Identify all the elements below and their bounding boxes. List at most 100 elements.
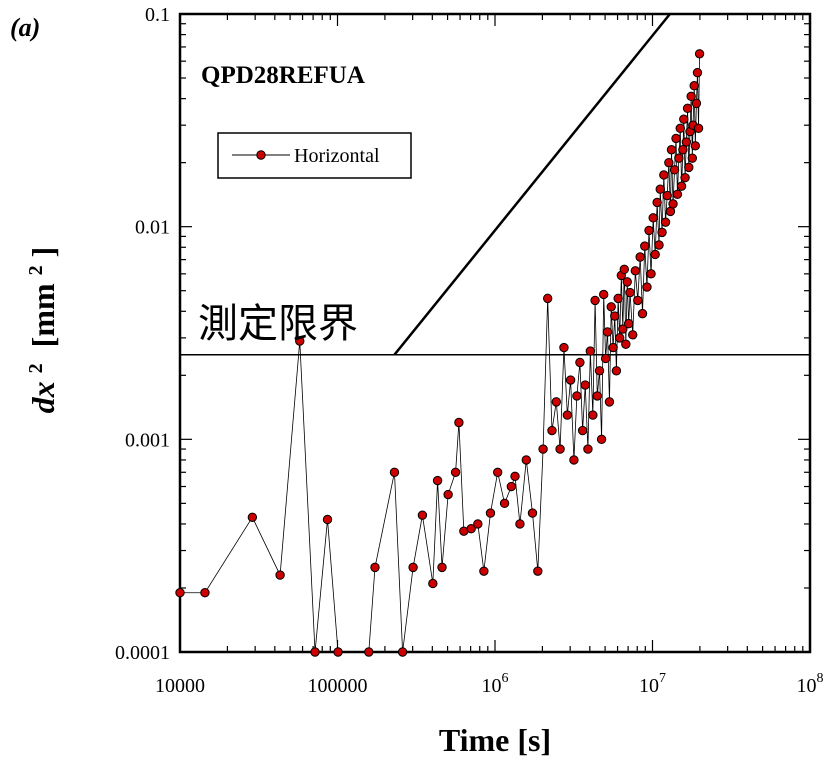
data-point	[679, 114, 689, 124]
data-point	[428, 578, 438, 589]
data-point	[510, 471, 520, 482]
data-point	[450, 467, 461, 477]
x-tick-label-exp: 6	[502, 671, 509, 686]
data-point	[492, 467, 503, 477]
data-point	[690, 141, 701, 151]
data-point	[600, 353, 611, 364]
data-point	[555, 444, 565, 454]
data-point	[580, 380, 590, 390]
annotation-group	[180, 13, 810, 356]
data-point	[672, 189, 683, 199]
data-point	[622, 277, 632, 287]
legend: Horizontal	[217, 132, 412, 179]
data-point	[596, 434, 607, 445]
x-tick-label-base: 10	[797, 675, 817, 697]
data-point	[637, 308, 648, 319]
y-axis-label-unit-close: ]	[25, 247, 61, 258]
data-point	[295, 336, 305, 346]
data-point	[654, 240, 664, 250]
data-point	[689, 81, 699, 91]
y-tick-label: 0.01	[135, 217, 170, 239]
legend-label: Horizontal	[294, 145, 380, 167]
data-point	[588, 410, 598, 420]
data-point	[590, 295, 600, 306]
x-axis-label: Time [s]	[439, 722, 551, 758]
x-tick-label-base: 10	[482, 675, 502, 697]
data-point	[527, 508, 538, 518]
data-point	[275, 570, 285, 580]
data-point	[623, 318, 634, 329]
data-point	[693, 123, 704, 134]
data-point	[547, 425, 557, 436]
data-point	[364, 647, 374, 657]
data-point	[333, 647, 343, 657]
data-point	[642, 282, 652, 292]
data-point	[473, 519, 483, 529]
data-point	[538, 444, 548, 454]
data-point	[610, 311, 620, 321]
data-point	[674, 153, 684, 163]
data-point	[650, 249, 660, 260]
data-point	[515, 519, 525, 529]
panel-label: (a)	[10, 13, 40, 42]
x-tick-label-base: 10000	[155, 675, 205, 697]
data-point	[666, 145, 677, 155]
data-point	[247, 512, 258, 522]
data-point	[551, 397, 561, 407]
data-point	[628, 330, 638, 340]
data-point	[635, 252, 645, 262]
data-point	[443, 489, 453, 500]
data-point	[633, 295, 643, 306]
data-point	[499, 498, 510, 509]
data-point	[646, 269, 656, 279]
data-point	[694, 49, 705, 59]
data-point	[485, 508, 496, 518]
data-point	[681, 137, 692, 147]
data-point	[397, 647, 408, 657]
x-tick-label: 100000	[308, 675, 368, 697]
data-point	[619, 264, 629, 275]
data-point	[614, 333, 625, 343]
data-point	[479, 566, 489, 576]
data-point	[682, 103, 693, 114]
data-point	[599, 289, 609, 300]
x-tick-label-base: 100000	[308, 675, 368, 697]
data-point	[611, 366, 622, 376]
data-point	[678, 145, 688, 155]
data-point	[533, 566, 543, 576]
data-point	[310, 647, 320, 657]
limit-annotation-text: 測定限界	[198, 301, 358, 347]
data-point	[618, 324, 628, 334]
data-point	[506, 481, 517, 492]
data-point	[322, 514, 333, 525]
data-point	[562, 410, 573, 420]
data-point	[577, 425, 588, 436]
data-point	[686, 91, 696, 102]
data-point	[569, 455, 579, 465]
y-axis-label-unit-open: [mm	[25, 283, 61, 347]
data-point	[565, 375, 576, 385]
y-axis-label: dx 2 [mm 2 ]	[13, 247, 61, 414]
data-point	[668, 199, 678, 209]
data-point	[175, 588, 185, 598]
data-point	[521, 455, 531, 465]
x-tick-label-base: 10	[639, 675, 659, 697]
data-point	[408, 562, 418, 573]
data-point	[437, 562, 447, 573]
data-point	[657, 227, 667, 238]
legend-marker	[256, 150, 266, 160]
y-axis-label-unit-exp: 2	[25, 265, 47, 275]
data-point	[680, 172, 690, 183]
data-point	[370, 562, 380, 573]
data-point	[200, 588, 210, 598]
data-point	[676, 181, 687, 191]
data-point	[621, 339, 631, 349]
data-point	[648, 213, 658, 223]
data-point	[675, 123, 685, 134]
x-tick-label-exp: 7	[659, 671, 666, 686]
data-point	[466, 523, 476, 534]
data-point	[669, 165, 680, 175]
data-point	[684, 162, 694, 173]
